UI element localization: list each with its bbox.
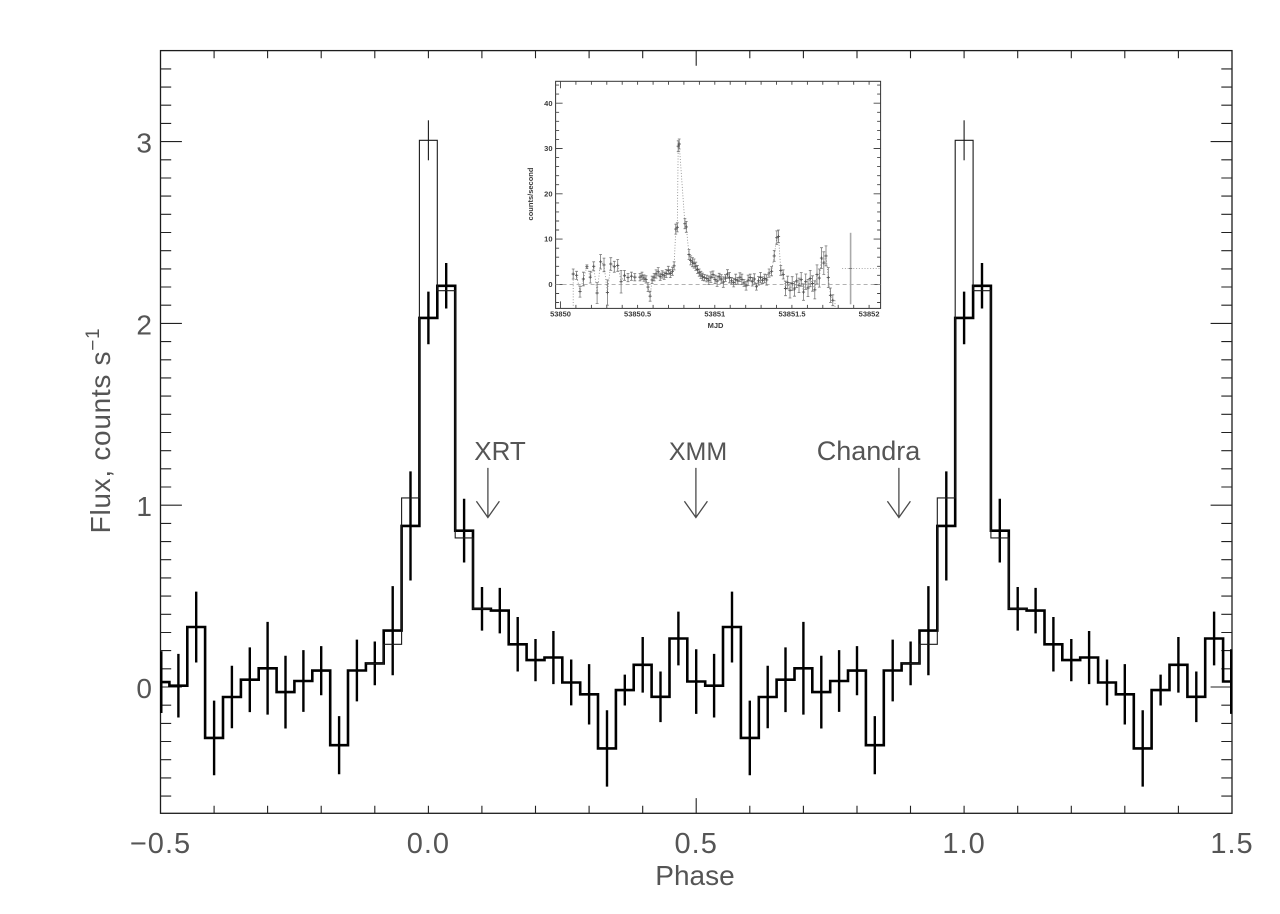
svg-text:−0.5: −0.5	[130, 828, 191, 860]
svg-text:XMM: XMM	[669, 438, 727, 466]
svg-text:53850: 53850	[550, 310, 571, 319]
svg-text:0: 0	[548, 280, 552, 289]
svg-text:53850.5: 53850.5	[624, 310, 651, 319]
svg-text:Chandra: Chandra	[817, 436, 922, 466]
svg-text:20: 20	[544, 189, 552, 198]
svg-text:counts/second: counts/second	[526, 167, 535, 220]
svg-text:0.5: 0.5	[675, 828, 718, 860]
svg-text:53851.5: 53851.5	[778, 310, 805, 319]
svg-text:0: 0	[136, 673, 152, 704]
svg-text:30: 30	[544, 144, 552, 153]
svg-text:1: 1	[136, 491, 152, 522]
svg-text:53852: 53852	[859, 310, 880, 319]
svg-text:Flux, counts s−1: Flux, counts s−1	[83, 328, 116, 534]
svg-text:53851: 53851	[704, 310, 725, 319]
svg-text:40: 40	[544, 99, 552, 108]
svg-text:3: 3	[136, 128, 152, 159]
svg-text:MJD: MJD	[708, 321, 724, 330]
svg-text:10: 10	[544, 235, 552, 244]
svg-text:XRT: XRT	[474, 436, 526, 466]
svg-text:2: 2	[136, 309, 152, 340]
svg-text:Phase: Phase	[655, 860, 734, 891]
svg-text:0.0: 0.0	[407, 828, 450, 860]
svg-text:1.5: 1.5	[1210, 828, 1253, 860]
svg-text:1.0: 1.0	[942, 828, 985, 860]
